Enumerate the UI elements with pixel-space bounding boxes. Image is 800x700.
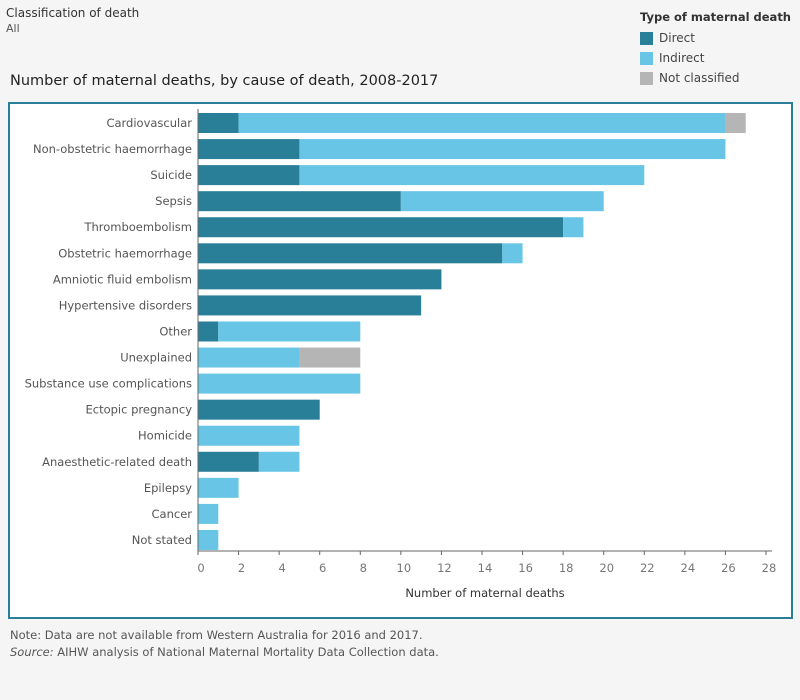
category-label: Anaesthetic-related death: [42, 455, 192, 469]
legend-swatch: [640, 71, 653, 85]
category-label: Cardiovascular: [106, 116, 192, 130]
x-tick-label: 18: [559, 561, 574, 575]
bar-direct: [198, 295, 422, 316]
x-tick-label: 10: [397, 561, 412, 575]
bar-indirect: [299, 165, 645, 186]
legend-label: Not classified: [659, 71, 740, 85]
category-label: Non-obstetric haemorrhage: [33, 142, 192, 156]
x-tick-label: 8: [360, 561, 367, 575]
category-label: Obstetric haemorrhage: [58, 246, 192, 260]
legend-item-not-classified[interactable]: Not classified: [640, 68, 791, 88]
category-label: Homicide: [138, 429, 192, 443]
legend-swatch: [640, 31, 653, 45]
notes: Note: Data are not available from Wester…: [10, 627, 439, 661]
category-label: Sepsis: [155, 194, 192, 208]
category-label: Not stated: [132, 533, 192, 547]
category-label: Substance use complications: [25, 377, 192, 391]
x-tick-label: 14: [478, 561, 493, 575]
bar-indirect: [198, 477, 239, 498]
source-text: Source: AIHW analysis of National Matern…: [10, 644, 439, 661]
x-tick-label: 6: [319, 561, 326, 575]
bar-indirect: [238, 113, 726, 133]
bar-direct: [198, 217, 564, 238]
category-label: Suicide: [150, 168, 192, 182]
legend-item-indirect[interactable]: Indirect: [640, 48, 791, 68]
legend-item-direct[interactable]: Direct: [640, 28, 791, 48]
x-tick-label: 24: [681, 561, 696, 575]
category-label: Ectopic pregnancy: [85, 403, 192, 417]
bar-indirect: [198, 373, 361, 394]
x-tick-label: 16: [518, 561, 533, 575]
legend-label: Indirect: [659, 51, 705, 65]
bar-indirect: [198, 503, 219, 524]
bar-indirect: [198, 347, 300, 368]
x-tick-label: 4: [278, 561, 285, 575]
legend-swatch: [640, 51, 653, 65]
bar-direct: [198, 269, 442, 290]
bar-indirect: [400, 191, 604, 212]
source-body: AIHW analysis of National Maternal Morta…: [53, 645, 439, 659]
x-tick-label: 20: [599, 561, 614, 575]
bar-direct: [198, 243, 503, 264]
bar-direct: [198, 191, 401, 212]
chart-frame: [8, 102, 793, 619]
bar-indirect: [299, 139, 726, 160]
x-tick-label: 22: [640, 561, 655, 575]
bar-not-classified: [725, 113, 746, 133]
bar-indirect: [563, 217, 584, 238]
bar-direct: [198, 139, 300, 160]
source-label: Source:: [10, 645, 54, 659]
bar-indirect: [218, 321, 361, 342]
category-label: Other: [159, 324, 192, 338]
category-label: Thromboembolism: [83, 220, 192, 234]
bar-direct: [198, 165, 300, 186]
category-label: Unexplained: [120, 351, 192, 365]
x-tick-label: 0: [197, 561, 204, 575]
bar-not-classified: [299, 347, 361, 368]
chart-title: Number of maternal deaths, by cause of d…: [10, 73, 439, 89]
x-tick-label: 2: [238, 561, 245, 575]
bar-indirect: [258, 451, 300, 472]
x-tick-label: 12: [437, 561, 452, 575]
bar-indirect: [198, 529, 219, 550]
filter-dropdown[interactable]: All: [6, 22, 20, 35]
note-text: Note: Data are not available from Wester…: [10, 628, 423, 642]
legend-title: Type of maternal death: [640, 10, 791, 24]
x-axis-title: Number of maternal deaths: [405, 586, 564, 600]
x-tick-label: 26: [721, 561, 736, 575]
bar-direct: [198, 399, 320, 420]
legend: Type of maternal death Direct Indirect Not…: [640, 10, 791, 88]
category-label: Cancer: [152, 507, 193, 521]
bar-direct: [198, 113, 239, 133]
category-label: Epilepsy: [144, 481, 192, 495]
category-label: Amniotic fluid embolism: [53, 272, 192, 286]
filter-label: Classification of death: [6, 6, 140, 20]
legend-label: Direct: [659, 31, 695, 45]
bar-direct: [198, 451, 259, 472]
bar-indirect: [198, 425, 300, 446]
bar-indirect: [502, 243, 523, 264]
category-label: Hypertensive disorders: [59, 298, 192, 312]
x-tick-label: 28: [762, 561, 777, 575]
bar-direct: [198, 321, 219, 342]
